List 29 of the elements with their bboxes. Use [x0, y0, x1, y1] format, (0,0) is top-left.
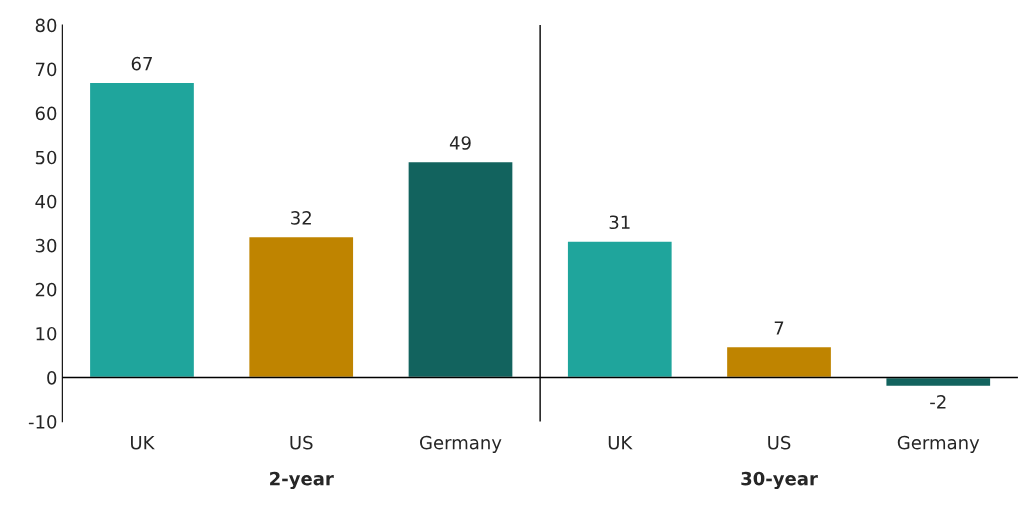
y-tick-label: 80: [35, 18, 57, 33]
x-tick-label: US: [290, 435, 313, 450]
bar: [725, 345, 833, 379]
x-tick-label: US: [768, 435, 791, 450]
data-label: -2: [930, 394, 946, 409]
y-tick-label: 20: [35, 282, 57, 297]
data-label: 32: [291, 211, 311, 225]
y-tick-label: 50: [35, 150, 57, 165]
data-label: 67: [131, 56, 152, 71]
x-tick-label: UK: [131, 436, 155, 450]
bar: [407, 160, 514, 379]
data-label: 31: [609, 215, 630, 230]
bar: [566, 240, 674, 379]
bar: [247, 235, 355, 379]
y-tick-label: 0: [47, 370, 57, 385]
text: 30-year: [741, 471, 818, 490]
y-tick-label: 10: [36, 326, 57, 341]
y-tick-label: 60: [35, 106, 57, 121]
bar: [88, 81, 196, 379]
text: 2-year: [270, 471, 334, 490]
y-tick-label: -10: [28, 415, 57, 429]
x-tick-label: Germany: [897, 435, 980, 453]
y-tick-label: 70: [35, 62, 57, 77]
y-tick-label: 40: [35, 194, 57, 209]
y-tick-label: 30: [35, 238, 57, 253]
data-label: 7: [774, 321, 784, 335]
x-tick-label: UK: [608, 436, 633, 450]
x-tick-label: Germany: [420, 435, 502, 453]
data-label: 49: [449, 136, 471, 150]
